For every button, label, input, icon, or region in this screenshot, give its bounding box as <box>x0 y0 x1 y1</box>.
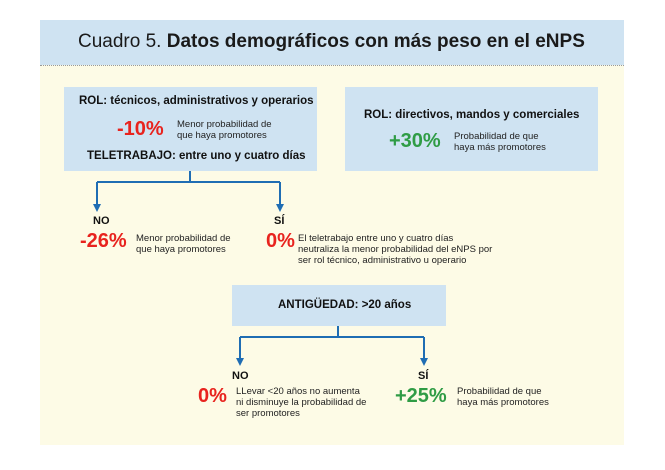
branch1-si-value: 0% <box>266 230 295 252</box>
title-text: Datos demográficos con más peso en el eN… <box>166 31 585 52</box>
telework-label: TELETRABAJO: entre uno y cuatro días <box>87 150 306 162</box>
header-bar: Cuadro 5. Datos demográficos con más pes… <box>40 20 624 65</box>
branch2-no-desc-line: LLevar <20 años no aumenta <box>236 386 360 397</box>
branch2-no-value: 0% <box>198 385 227 407</box>
seniority-box: ANTIGÜEDAD: >20 años <box>232 285 446 326</box>
branch1-si-label: SÍ <box>274 215 285 227</box>
role-directive-desc: Probabilidad de que haya más promotores <box>454 131 546 153</box>
role-technical-value: -10% <box>117 118 164 140</box>
role-technical-box: ROL: técnicos, administrativos y operari… <box>64 87 317 171</box>
branch1-si-desc-line: neutraliza la menor probabilidad del eNP… <box>298 244 493 255</box>
branch1-no-value: -26% <box>80 230 127 252</box>
role-technical-desc-line: Menor probabilidad de <box>177 119 272 130</box>
branch1-no-desc-line: Menor probabilidad de <box>136 233 231 244</box>
branch1-no-label: NO <box>93 215 110 227</box>
branch2-si-label: SÍ <box>418 370 429 382</box>
role-technical-label: ROL: técnicos, administrativos y operari… <box>79 95 314 107</box>
branch1-si-desc-line: ser rol técnico, administrativo u operar… <box>298 255 467 266</box>
dotted-divider <box>40 65 624 66</box>
role-directive-desc-line: Probabilidad de que <box>454 131 539 142</box>
branch2-si-desc-line: haya más promotores <box>457 397 549 408</box>
role-technical-desc: Menor probabilidad de que haya promotore… <box>177 119 272 141</box>
seniority-label: ANTIGÜEDAD: >20 años <box>278 299 412 311</box>
branch1-no-desc: Menor probabilidad de que haya promotore… <box>136 233 231 255</box>
infographic-panel: Cuadro 5. Datos demográficos con más pes… <box>40 20 624 445</box>
branch2-si-value: +25% <box>395 385 447 407</box>
role-directive-value: +30% <box>389 130 441 152</box>
branch1-si-desc-line: El teletrabajo entre uno y cuatro días <box>298 233 454 244</box>
role-technical-desc-line: que haya promotores <box>177 130 267 141</box>
page-title: Cuadro 5. Datos demográficos con más pes… <box>78 31 585 53</box>
branch2-no-desc-line: ni disminuye la probabilidad de <box>236 397 367 408</box>
branch2-no-desc: LLevar <20 años no aumenta ni disminuye … <box>236 386 366 419</box>
branch2-si-desc: Probabilidad de que haya más promotores <box>457 386 549 408</box>
branch1-no-desc-line: que haya promotores <box>136 244 226 255</box>
connector-lines <box>93 171 428 366</box>
role-directive-label: ROL: directivos, mandos y comerciales <box>364 109 580 121</box>
branch2-no-desc-line: ser promotores <box>236 408 300 419</box>
title-prefix: Cuadro 5. <box>78 31 162 52</box>
branch2-si-desc-line: Probabilidad de que <box>457 386 542 397</box>
role-directive-box: ROL: directivos, mandos y comerciales +3… <box>345 87 598 171</box>
branch2-no-label: NO <box>232 370 249 382</box>
role-directive-desc-line: haya más promotores <box>454 142 546 153</box>
branch1-si-desc: El teletrabajo entre uno y cuatro días n… <box>298 233 492 266</box>
